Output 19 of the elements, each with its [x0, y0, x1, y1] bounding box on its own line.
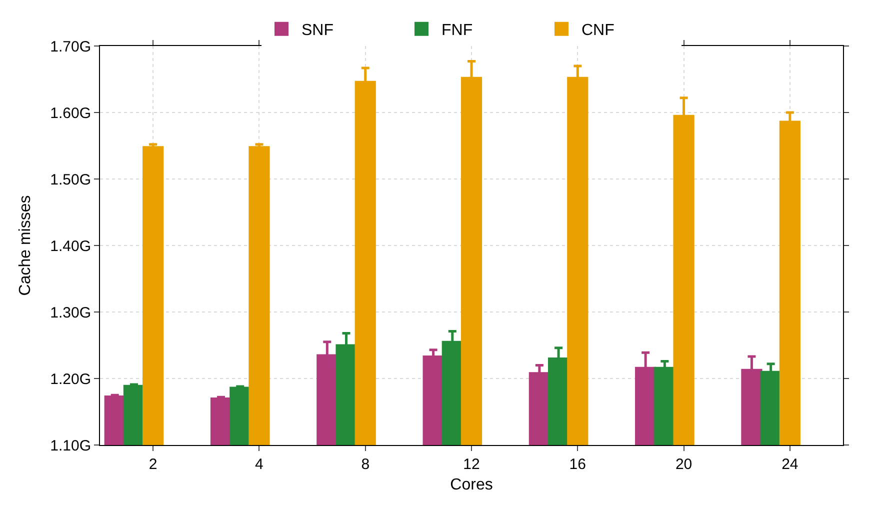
- legend-label: SNF: [302, 22, 334, 40]
- y-tick-label: 1.60G: [50, 104, 91, 122]
- y-tick-label: 1.10G: [50, 437, 91, 454]
- x-tick-label: 24: [782, 456, 798, 473]
- x-tick-label: 8: [361, 456, 370, 473]
- x-axis-title: Cores: [450, 476, 493, 494]
- x-tick-label: 4: [255, 456, 264, 473]
- y-tick-label: 1.30G: [50, 304, 91, 322]
- legend-label: FNF: [442, 22, 473, 40]
- y-tick-label: 1.70G: [50, 38, 91, 56]
- x-tick-label: 12: [463, 456, 480, 473]
- y-axis-title: Cache misses: [17, 195, 34, 296]
- x-tick-label: 2: [148, 456, 158, 473]
- y-tick-label: 1.50G: [50, 171, 91, 188]
- y-tick-label: 1.20G: [50, 370, 91, 388]
- x-tick-label: 20: [675, 456, 692, 473]
- x-tick-label: 16: [569, 456, 586, 473]
- legend-label: CNF: [582, 22, 615, 40]
- y-tick-label: 1.40G: [50, 238, 91, 255]
